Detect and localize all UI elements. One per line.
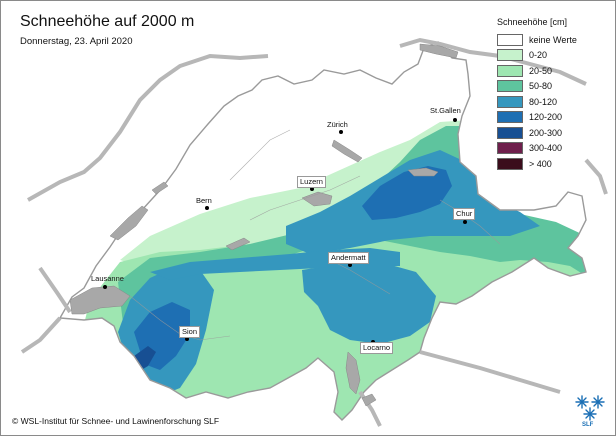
lake-lugano [361, 393, 377, 407]
lakes [69, 43, 459, 407]
city-label-andermatt: Andermatt [328, 252, 369, 264]
andermatt-marker [348, 263, 352, 267]
legend-item: 80-120 [497, 94, 607, 110]
legend-label: 50-80 [529, 81, 553, 92]
zone-120-200-north [362, 166, 452, 220]
legend-label: 300-400 [529, 143, 563, 154]
lake-constance [419, 43, 459, 59]
legend-item: 50-80 [497, 79, 607, 95]
legend-item: 120-200 [497, 110, 607, 126]
zone-80-120-ticino [302, 262, 436, 344]
legend-swatch [497, 80, 523, 93]
legend: Schneehöhe [cm] keine Werte 0-20 20-50 50-8… [497, 17, 607, 172]
city-label-zurich: Zürich [327, 120, 348, 129]
lake-walen [407, 167, 439, 177]
legend-items: keine Werte 0-20 20-50 50-80 80-120 120-200 20… [497, 32, 607, 172]
snowflake-logo-icon [575, 395, 605, 421]
snow-depth-zones [80, 120, 586, 420]
legend-swatch [497, 33, 523, 46]
legend-item: 0-20 [497, 48, 607, 64]
legend-item: keine Werte [497, 32, 607, 48]
legend-label: 0-20 [529, 50, 548, 61]
copyright-notice: © WSL-Institut für Schnee- und Lawinenfo… [12, 416, 220, 426]
map-title: Schneehöhe auf 2000 m [20, 13, 195, 30]
city-label-chur: Chur [453, 208, 476, 220]
luzern-marker [310, 187, 314, 191]
lake-zurich [331, 139, 363, 163]
legend-label: > 400 [529, 158, 552, 169]
city-label-lausanne: Lausanne [91, 274, 124, 283]
zurich-marker [339, 130, 343, 134]
legend-item: 300-400 [497, 141, 607, 157]
city-label-stgallen: St.Gallen [430, 106, 461, 115]
legend-label: 200-300 [529, 127, 563, 138]
legend-label: keine Werte [529, 34, 577, 45]
stgallen-marker [453, 118, 457, 122]
map-date: Donnerstag, 23. April 2020 [20, 36, 133, 47]
lake-luzern [301, 191, 333, 207]
city-label-bern: Bern [196, 196, 212, 205]
legend-title: Schneehöhe [cm] [497, 17, 568, 27]
chur-marker [463, 220, 467, 224]
city-label-locarno: Locarno [360, 342, 394, 354]
legend-label: 20-50 [529, 65, 553, 76]
lake-thun [225, 237, 251, 251]
legend-item: > 400 [497, 156, 607, 172]
lake-neuchatel [109, 205, 149, 241]
bern-marker [205, 206, 209, 210]
legend-swatch [497, 142, 523, 155]
legend-swatch [497, 95, 523, 108]
lake-biel [151, 181, 169, 195]
logo-text: SLF [582, 422, 594, 428]
legend-swatch [497, 49, 523, 62]
legend-swatch [497, 64, 523, 77]
lake-geneva [69, 285, 131, 315]
legend-item: 200-300 [497, 125, 607, 141]
legend-label: 120-200 [529, 112, 563, 123]
legend-label: 80-120 [529, 96, 558, 107]
zone-0-20 [120, 120, 470, 270]
lake-maggiore [345, 351, 361, 395]
lausanne-marker [103, 285, 107, 289]
neighbour-borders [20, 37, 608, 427]
zone-50-80-south [196, 276, 290, 388]
city-label-luzern: Luzern [297, 176, 326, 188]
city-label-sion: Sion [179, 326, 201, 338]
legend-swatch [497, 126, 523, 139]
sion-marker [185, 337, 189, 341]
legend-swatch [497, 111, 523, 124]
legend-swatch [497, 157, 523, 170]
legend-item: 20-50 [497, 63, 607, 79]
